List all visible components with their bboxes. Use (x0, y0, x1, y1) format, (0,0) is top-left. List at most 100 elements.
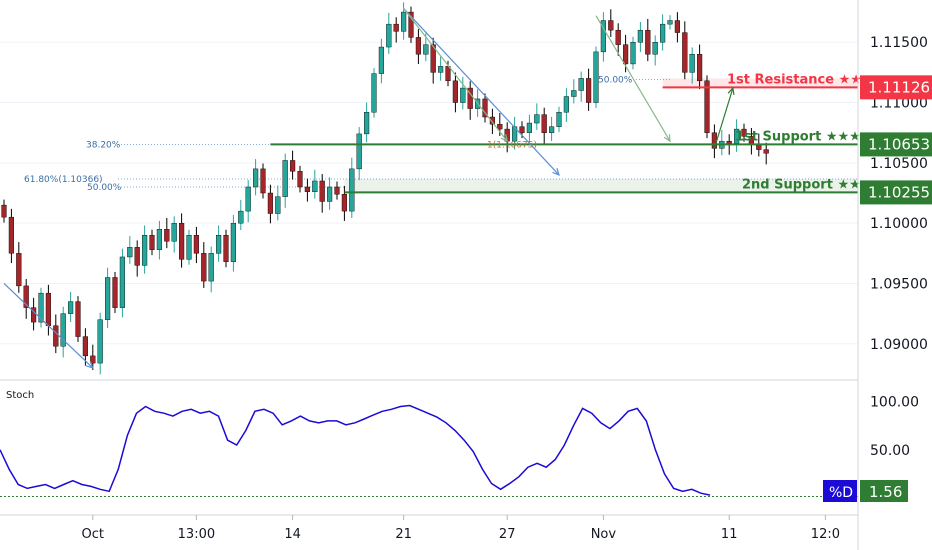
candle-body (282, 160, 288, 197)
candle-body (652, 42, 658, 55)
time-tick: 11 (721, 527, 738, 542)
candle-body (378, 46, 385, 74)
candle-body (223, 235, 229, 262)
candle-body (430, 44, 436, 73)
candle-body (82, 336, 89, 357)
candle-body (141, 235, 148, 266)
candle-body (726, 140, 732, 144)
arrow-down-2-shaft (403, 8, 560, 176)
candle-body (526, 122, 533, 133)
candle-body (238, 210, 244, 224)
candle-body (756, 144, 762, 150)
first-support-price: 1.10653 (868, 135, 930, 153)
candle-body (297, 171, 303, 188)
candle-body (53, 325, 59, 347)
second-support-price: 1.10255 (868, 183, 930, 201)
candle-body (408, 11, 414, 38)
candle-body (697, 54, 703, 82)
price-axis: 1.11500 1.11000 1.10500 1.10000 1.09500 … (870, 35, 928, 353)
candle-body (763, 149, 769, 154)
candle-body (260, 168, 266, 194)
candle-body (711, 132, 718, 149)
candle-body (186, 235, 192, 260)
candle-body (623, 44, 629, 65)
candle-body (31, 307, 37, 323)
stoch-line (0, 404, 711, 496)
candle-body (8, 216, 15, 254)
stoch-value-tag (860, 480, 908, 502)
candle-body (75, 301, 81, 337)
candle-body (423, 44, 429, 55)
candle-body (489, 116, 496, 125)
resistance-zone (662, 78, 858, 88)
candle-body (549, 126, 555, 133)
candle-body (171, 222, 177, 242)
candle-body (252, 168, 259, 188)
candle-body (608, 20, 614, 31)
candle-body (97, 319, 103, 364)
candle-body (578, 78, 584, 91)
candle-body (215, 235, 222, 254)
candle-body (38, 292, 44, 323)
candle-body (630, 42, 636, 65)
arrow-down-1-shaft (3, 283, 94, 369)
candle-body (682, 32, 688, 73)
fibonacci-lines (118, 79, 858, 188)
candle-body (127, 247, 133, 258)
candle-body (60, 313, 66, 347)
candle-body (482, 98, 488, 118)
time-tick: 27 (499, 527, 516, 542)
candle-body (23, 285, 29, 308)
candle-body (275, 196, 281, 214)
price-tick: 1.11000 (870, 96, 928, 112)
level-labels: 1st Resistance ★★ 1st Support ★★★ 2nd Su… (727, 72, 862, 192)
candle-body (334, 186, 340, 195)
second-support-price-tag (860, 180, 932, 205)
candle-body (637, 29, 644, 43)
candle-body (593, 51, 599, 103)
candle-body (319, 180, 325, 202)
candle-body (519, 126, 525, 133)
candle-body (393, 23, 399, 32)
level-lines (270, 86, 858, 194)
time-tick: Oct (82, 527, 104, 542)
candle-body (67, 301, 74, 314)
candle-body (401, 11, 407, 32)
candle-body (534, 114, 540, 124)
candle-body (660, 23, 666, 43)
stoch-pane: Stoch (0, 379, 858, 497)
price-tags: 1.11126 1.10653 1.10255 (860, 75, 932, 205)
candle-body (90, 355, 96, 364)
candle-body (341, 194, 348, 212)
time-tick: 14 (284, 527, 301, 542)
candle-body (230, 222, 237, 262)
candle-body (445, 66, 451, 82)
first-support-label: 1st Support ★★★ (735, 129, 861, 144)
candle-body (304, 186, 311, 193)
stoch-value: 1.56 (869, 483, 902, 501)
candle-body (156, 229, 163, 250)
time-tick: 13:00 (178, 527, 215, 542)
arrow-down-3-head (500, 134, 509, 143)
candle-body (112, 277, 118, 308)
fib-label-38: 38.20% (86, 140, 121, 150)
resistance-price-tag (860, 75, 932, 100)
chart-grid (0, 41, 858, 345)
second-support-zone (344, 179, 858, 193)
candle-body (600, 20, 607, 53)
candle-body (541, 114, 547, 133)
candle-body (386, 23, 392, 48)
arrow-down-4-shaft (595, 15, 671, 142)
price-tick: 1.09000 (870, 337, 928, 353)
candle-body (16, 253, 22, 287)
stoch-tick: 100.00 (870, 395, 919, 411)
arrow-down-1-head (85, 361, 94, 369)
fib-label-ext: 1(1.10675) (487, 140, 537, 150)
candle-body (571, 90, 577, 97)
candle-body (267, 192, 274, 214)
resistance-label: 1st Resistance ★★ (727, 72, 862, 87)
resistance-price: 1.11126 (868, 78, 930, 96)
candle-body (615, 29, 621, 45)
